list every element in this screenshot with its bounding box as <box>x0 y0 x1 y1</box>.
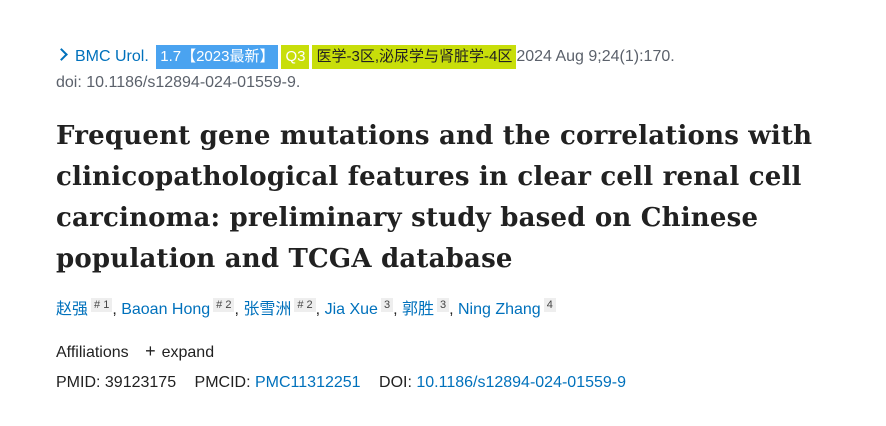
citation-doi: doi: 10.1186/s12894-024-01559-9. <box>56 74 301 91</box>
author-link[interactable]: 郭胜 <box>401 301 434 318</box>
author-affiliation-marker[interactable]: 3 <box>380 298 394 312</box>
doi-link[interactable]: 10.1186/s12894-024-01559-9 <box>416 374 627 391</box>
author-link[interactable]: Ning Zhang <box>457 301 541 318</box>
author-affiliation-marker[interactable]: # 2 <box>213 298 235 312</box>
affiliations-expand-button[interactable]: + expand <box>145 341 215 361</box>
chevron-right-icon[interactable] <box>55 48 68 61</box>
author-affiliation-marker[interactable]: # 1 <box>91 298 113 312</box>
affiliations-label: Affiliations <box>56 344 129 361</box>
category-badge: 医学-3区,泌尿学与肾脏学-4区 <box>312 45 517 69</box>
article-header: BMC Urol. 1.7【2023最新】 Q3 医学-3区,泌尿学与肾脏学-4区 2… <box>55 44 856 396</box>
author-link[interactable]: 赵强 <box>56 301 89 318</box>
plus-icon: + <box>145 341 156 361</box>
impact-factor-badge: 1.7【2023最新】 <box>156 45 279 69</box>
citation-line: BMC Urol. 1.7【2023最新】 Q3 医学-3区,泌尿学与肾脏学-4区 2… <box>55 44 856 70</box>
article-identifiers: PMID: 39123175 PMCID: PMC11312251 DOI: 1… <box>56 370 856 396</box>
journal-link[interactable]: BMC Urol. <box>75 48 149 65</box>
author-affiliation-marker[interactable]: 3 <box>436 298 450 312</box>
author-link[interactable]: Baoan Hong <box>121 301 211 318</box>
quartile-badge: Q3 <box>281 45 310 69</box>
author-link[interactable]: Jia Xue <box>324 301 378 318</box>
author-affiliation-marker[interactable]: # 2 <box>294 298 316 312</box>
pmcid-label: PMCID: <box>194 374 251 391</box>
publication-date: 2024 Aug 9;24(1):170. <box>516 48 675 65</box>
pmcid-link[interactable]: PMC11312251 <box>255 374 361 391</box>
pmid-value: 39123175 <box>104 374 177 391</box>
author-affiliation-marker[interactable]: 4 <box>543 298 556 312</box>
author-link[interactable]: 张雪洲 <box>243 301 292 318</box>
doi-label: DOI: <box>379 374 412 391</box>
expand-label: expand <box>161 344 215 361</box>
affiliations-row: Affiliations + expand <box>56 338 856 366</box>
pmid-label: PMID: <box>56 374 101 391</box>
article-title: Frequent gene mutations and the correlat… <box>56 121 813 274</box>
author-list: 赵强 # 1, Baoan Hong # 2, 张雪洲 # 2, Jia Xue 3, … <box>56 297 856 323</box>
